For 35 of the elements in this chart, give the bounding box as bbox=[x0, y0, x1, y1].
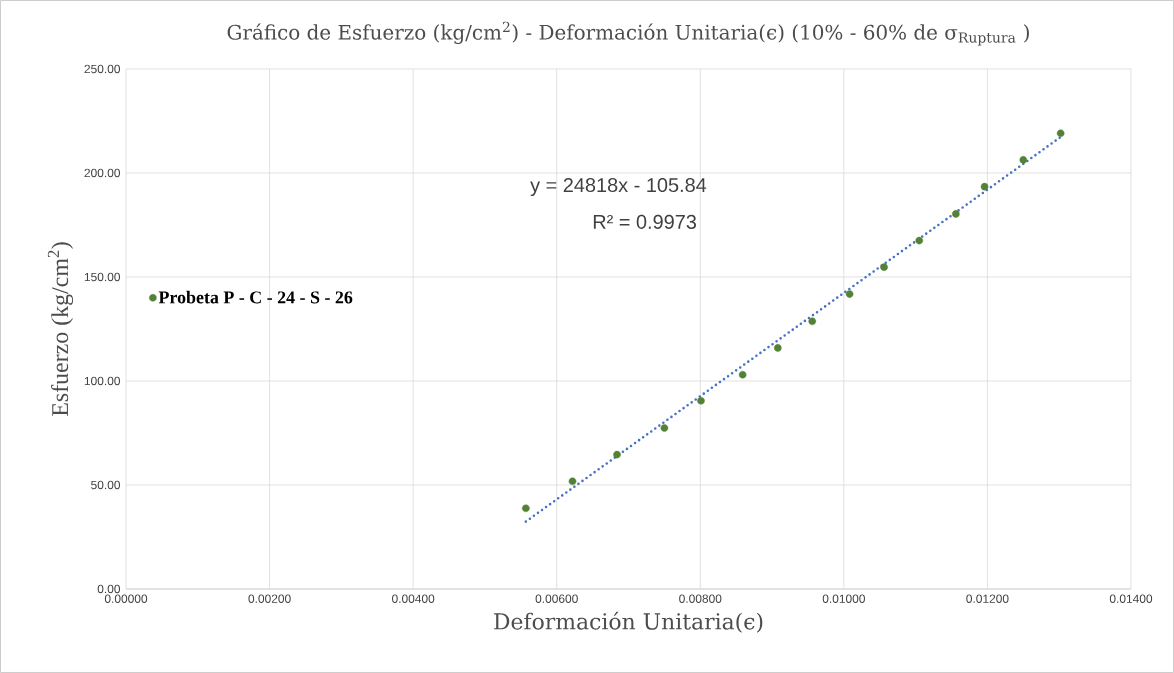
y-tick-label: 100.00 bbox=[84, 376, 121, 386]
x-tick-label: 0.00000 bbox=[104, 594, 148, 603]
point bbox=[845, 290, 854, 298]
chart-title: Gráfico de Esfuerzo (kg/cm$^{2}$) - Deformación Unitaria(ϵ) (10% - 60% de σ$_{Ruptura}$ ) bbox=[227, 21, 1029, 46]
point bbox=[980, 182, 989, 191]
legend-label: Probeta P - C - 24 - S - 26 bbox=[158, 290, 353, 304]
x-tick-label: 0.01000 bbox=[822, 594, 865, 603]
point bbox=[1056, 129, 1065, 138]
x-tick-label: 0.01200 bbox=[966, 594, 1009, 603]
y-tick-label: 250.00 bbox=[84, 64, 121, 74]
y-tick-label: 0.00 bbox=[97, 584, 121, 594]
y-tick-label: 150.00 bbox=[84, 272, 121, 282]
x-tick-label: 0.00800 bbox=[679, 594, 722, 603]
x-tick-label: 0.00400 bbox=[392, 594, 435, 603]
point bbox=[613, 450, 621, 459]
point bbox=[522, 504, 530, 513]
x-tick-label: 0.01400 bbox=[1109, 594, 1153, 603]
y-tick-label: 50.00 bbox=[91, 480, 121, 490]
x-tick-label: 0.00600 bbox=[535, 594, 578, 603]
point bbox=[774, 344, 782, 352]
point bbox=[660, 424, 669, 432]
point bbox=[697, 396, 705, 405]
x-axis-title: Deformación Unitaria(ϵ) bbox=[494, 611, 763, 633]
annotation: R² = 0.9973 bbox=[593, 214, 697, 229]
point bbox=[880, 263, 888, 271]
x-tick-label: 0.00200 bbox=[248, 594, 291, 603]
point bbox=[952, 210, 960, 218]
point bbox=[808, 317, 817, 326]
point bbox=[738, 370, 747, 379]
y-axis-title: Esfuerzo (kg/cm$^{2}$) bbox=[47, 242, 74, 417]
point bbox=[915, 236, 924, 245]
annotation: y = 24818x - 105.84 bbox=[530, 178, 707, 197]
point bbox=[568, 477, 577, 486]
point bbox=[1019, 156, 1028, 164]
y-tick-label: 200.00 bbox=[84, 168, 121, 178]
